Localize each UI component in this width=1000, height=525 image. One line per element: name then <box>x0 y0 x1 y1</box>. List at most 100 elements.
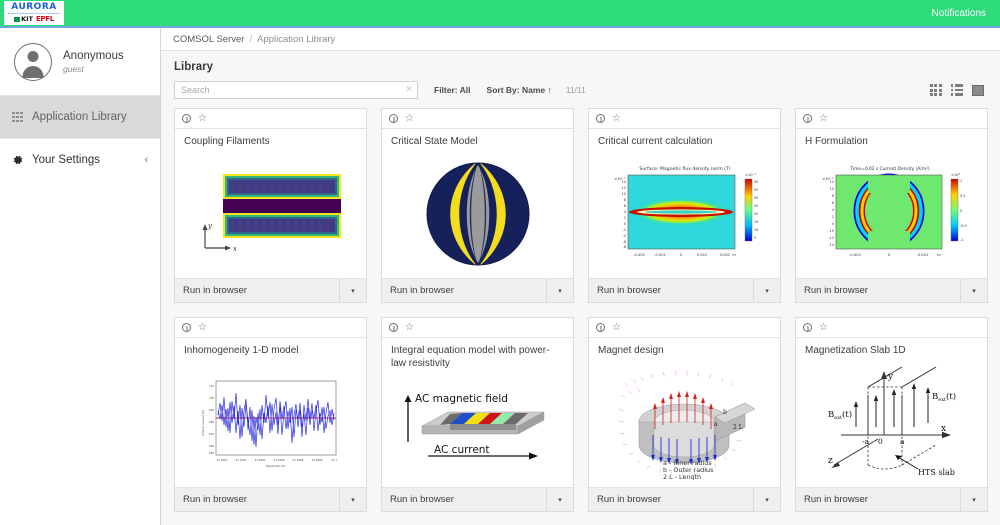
card-footer: Run in browser ▾ <box>796 278 987 302</box>
star-icon[interactable]: ☆ <box>612 112 621 124</box>
app-card[interactable]: ☆ Integral equation model with power-law… <box>381 317 574 512</box>
run-in-browser-button[interactable]: Run in browser <box>597 285 661 296</box>
sidebar: Anonymous guest Application Library Your… <box>0 28 161 525</box>
info-icon[interactable] <box>596 323 605 332</box>
app-card[interactable]: ☆ Magnetization Slab 1D <box>795 317 988 512</box>
search-field[interactable]: × <box>174 81 418 99</box>
chevron-left-icon[interactable]: ‹ <box>144 153 148 166</box>
info-icon[interactable] <box>803 114 812 123</box>
run-options-caret-icon[interactable]: ▾ <box>753 279 780 302</box>
grid-view-icon[interactable] <box>930 84 942 96</box>
svg-text:-1: -1 <box>960 238 963 242</box>
inhomogeneity-thumb: 710 700 690 680 670 660 650 27.3497 27.3497 27… <box>175 358 366 487</box>
svg-text:660: 660 <box>209 444 214 448</box>
info-icon[interactable] <box>596 114 605 123</box>
svg-text:30: 30 <box>754 196 758 200</box>
star-icon[interactable]: ☆ <box>405 321 414 333</box>
breadcrumb-root[interactable]: COMSOL Server <box>173 33 245 45</box>
run-in-browser-button[interactable]: Run in browser <box>183 494 247 505</box>
svg-text:35: 35 <box>754 188 758 192</box>
epfl-logo-text: EPFL <box>35 15 54 24</box>
info-icon[interactable] <box>803 323 812 332</box>
info-icon[interactable] <box>182 323 191 332</box>
svg-text:5: 5 <box>754 236 756 240</box>
page-title: Library <box>174 61 213 73</box>
info-icon[interactable] <box>182 114 191 123</box>
svg-text:27.3498: 27.3498 <box>292 458 303 462</box>
info-icon[interactable] <box>389 114 398 123</box>
svg-text:a: a <box>900 437 905 446</box>
svg-text:700: 700 <box>209 396 214 400</box>
app-card[interactable]: ☆ Magnet design <box>588 317 781 512</box>
run-options-caret-icon[interactable]: ▾ <box>339 488 366 511</box>
list-view-icon[interactable] <box>950 84 963 96</box>
card-header: ☆ <box>796 318 987 338</box>
svg-text:0: 0 <box>831 222 833 226</box>
app-card[interactable]: ☆ Critical current calculation <box>588 108 781 303</box>
star-icon[interactable]: ☆ <box>405 112 414 124</box>
info-icon[interactable] <box>389 323 398 332</box>
search-input[interactable] <box>175 82 417 98</box>
star-icon[interactable]: ☆ <box>819 112 828 124</box>
notifications-button[interactable]: Notifications <box>931 7 986 19</box>
sort-button[interactable]: Sort By: Name ↑ <box>486 85 552 95</box>
svg-text:×10⁻³: ×10⁻³ <box>745 173 756 177</box>
card-header: ☆ <box>382 318 573 338</box>
svg-text:×10⁻³: ×10⁻³ <box>822 177 833 181</box>
user-profile-block[interactable]: Anonymous guest <box>0 28 160 96</box>
svg-text:Electrode (m): Electrode (m) <box>266 464 285 468</box>
detail-view-icon[interactable] <box>972 84 984 96</box>
svg-text:y: y <box>207 222 213 230</box>
app-card[interactable]: ☆ H Formulation <box>795 108 988 303</box>
svg-text:AC magnetic field: AC magnetic field <box>415 393 508 405</box>
card-header: ☆ <box>796 109 987 129</box>
svg-text:-0.002: -0.002 <box>633 253 645 257</box>
run-in-browser-button[interactable]: Run in browser <box>390 494 454 505</box>
logo-institutions: KIT EPFL <box>14 16 54 23</box>
svg-text:Time=0.02 s Current Density (: Time=0.02 s Current Density (A/m²) <box>849 166 929 172</box>
run-in-browser-button[interactable]: Run in browser <box>390 285 454 296</box>
clear-search-icon[interactable]: × <box>406 84 412 95</box>
run-options-caret-icon[interactable]: ▾ <box>339 279 366 302</box>
breadcrumb-current: Application Library <box>257 33 336 45</box>
card-footer: Run in browser ▾ <box>796 487 987 511</box>
run-options-caret-icon[interactable]: ▾ <box>753 488 780 511</box>
run-in-browser-button[interactable]: Run in browser <box>183 285 247 296</box>
svg-text:AC current: AC current <box>434 444 490 456</box>
app-card[interactable]: ☆ Coupling Filaments <box>174 108 367 303</box>
run-options-caret-icon[interactable]: ▾ <box>960 488 987 511</box>
run-in-browser-button[interactable]: Run in browser <box>804 494 868 505</box>
user-avatar-icon <box>14 42 52 81</box>
star-icon[interactable]: ☆ <box>819 321 828 333</box>
svg-text:4: 4 <box>831 208 833 212</box>
app-card[interactable]: ☆ Inhomogeneity 1-D model <box>174 317 367 512</box>
magnetization-slab-thumb: x y z -a 0 a Bext(t) Bext(t) <box>796 358 987 487</box>
star-icon[interactable]: ☆ <box>198 321 207 333</box>
svg-text:0: 0 <box>679 253 682 257</box>
run-options-caret-icon[interactable]: ▾ <box>960 279 987 302</box>
card-footer: Run in browser ▾ <box>382 278 573 302</box>
logo-brand-text: AURORA <box>11 1 57 12</box>
svg-text:m: m <box>732 253 736 257</box>
sidebar-item-application-library[interactable]: Application Library <box>0 96 160 138</box>
filter-button[interactable]: Filter: All <box>434 85 471 95</box>
svg-text:0.001: 0.001 <box>696 253 706 257</box>
card-footer: Run in browser ▾ <box>589 278 780 302</box>
svg-text:Bext(t): Bext(t) <box>828 409 852 421</box>
sidebar-item-your-settings[interactable]: Your Settings ‹ <box>0 138 160 180</box>
svg-text:27.3497: 27.3497 <box>235 458 246 462</box>
run-in-browser-button[interactable]: Run in browser <box>597 494 661 505</box>
svg-text:2 L - Length: 2 L - Length <box>663 473 701 480</box>
svg-text:0: 0 <box>887 252 890 257</box>
run-options-caret-icon[interactable]: ▾ <box>546 488 573 511</box>
star-icon[interactable]: ☆ <box>198 112 207 124</box>
svg-text:0: 0 <box>878 437 883 446</box>
card-title: Critical current calculation <box>598 136 713 147</box>
svg-text:0.001: 0.001 <box>917 252 928 257</box>
app-card[interactable]: ☆ Critical State Model <box>381 108 574 303</box>
star-icon[interactable]: ☆ <box>612 321 621 333</box>
svg-text:-0.001: -0.001 <box>654 253 666 257</box>
run-options-caret-icon[interactable]: ▾ <box>546 279 573 302</box>
card-header: ☆ <box>589 109 780 129</box>
run-in-browser-button[interactable]: Run in browser <box>804 285 868 296</box>
